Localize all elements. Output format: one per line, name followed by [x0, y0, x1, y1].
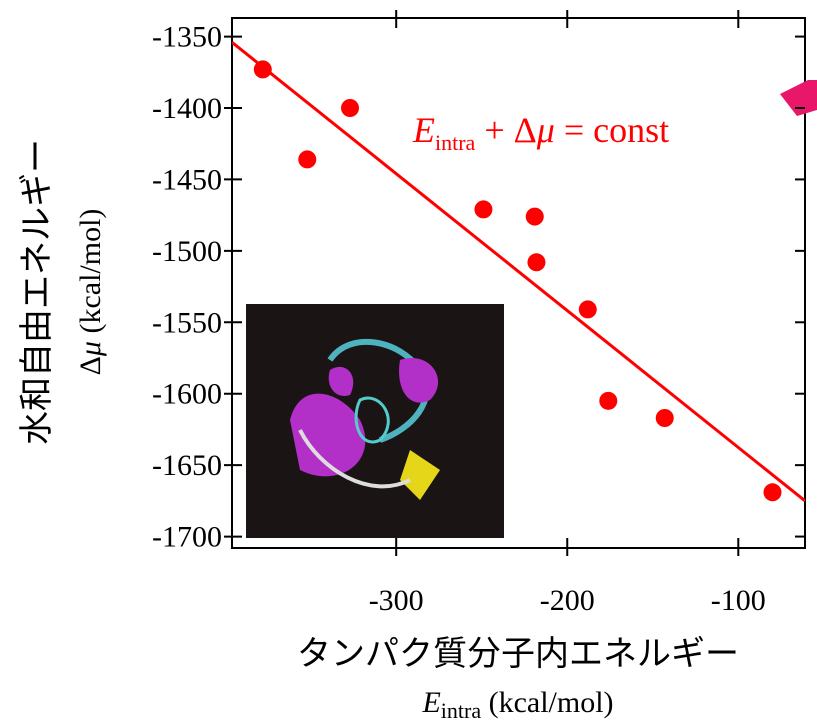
fit-line: [232, 41, 805, 503]
y-tick-label: -1600: [152, 378, 222, 411]
y-label-part: 水和自由エネルギー: [18, 139, 56, 445]
y-tick-label: -1400: [152, 92, 222, 125]
y-axis-label: 水和自由エネルギー: [18, 139, 56, 445]
inset-image: [246, 304, 504, 538]
x-axis-label: Eintra (kcal/mol): [421, 686, 613, 723]
x-tick-label: -200: [540, 584, 595, 617]
annotation-part: + Δ: [475, 110, 536, 150]
x-tick-label: -300: [369, 584, 424, 617]
point: [474, 200, 493, 219]
y-tick-label: -1650: [152, 449, 222, 482]
point: [763, 483, 782, 502]
y-tick-label: -1450: [152, 163, 222, 196]
annotation: Eintra + Δμ = const: [412, 110, 669, 155]
x-axis-label: タンパク質分子内エネルギー: [297, 635, 739, 673]
point: [578, 300, 597, 319]
y-label-part: Δ: [74, 356, 107, 375]
plot-area: [232, 41, 805, 503]
y-label-part: (kcal/mol): [74, 209, 107, 341]
point: [527, 253, 546, 272]
annotation-part: = const: [555, 110, 669, 150]
point: [253, 60, 272, 79]
annotation-part: E: [412, 110, 435, 150]
y-label-part: μ: [74, 341, 107, 357]
y-tick-label: -1500: [152, 235, 222, 268]
y-axis-label: Δμ (kcal/mol): [74, 209, 107, 376]
point: [525, 207, 544, 226]
y-tick-label: -1350: [152, 21, 222, 54]
point: [655, 409, 674, 427]
x-label-part: intra: [441, 698, 482, 723]
annotation-part: intra: [435, 130, 476, 155]
decoration: [780, 80, 817, 116]
annotation-part: μ: [536, 110, 555, 150]
x-label-part: (kcal/mol): [481, 686, 613, 719]
plot-frame: [231, 17, 806, 549]
x-label-part: E: [421, 686, 440, 719]
x-tick-label: -100: [711, 584, 766, 617]
x-label-part: タンパク質分子内エネルギー: [297, 635, 739, 673]
y-tick-label: -1700: [152, 521, 222, 554]
point: [341, 99, 360, 117]
y-tick-label: -1550: [152, 306, 222, 339]
point: [599, 391, 618, 410]
point: [298, 150, 317, 169]
